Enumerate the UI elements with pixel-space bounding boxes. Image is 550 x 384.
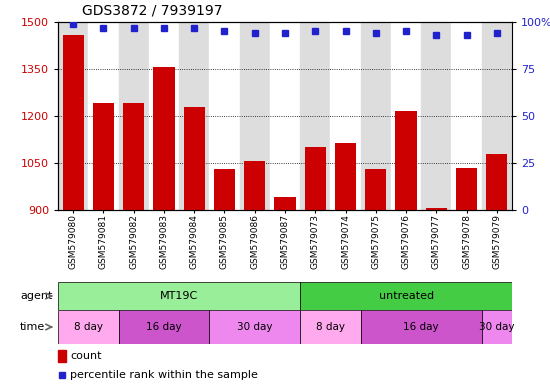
Bar: [58, 350, 66, 362]
Bar: [58, 282, 300, 310]
Bar: [270, 22, 300, 210]
Bar: [274, 197, 295, 210]
Bar: [335, 142, 356, 210]
Bar: [331, 22, 361, 210]
Bar: [93, 103, 114, 210]
Bar: [365, 169, 387, 210]
Bar: [482, 310, 512, 344]
Text: percentile rank within the sample: percentile rank within the sample: [70, 370, 258, 380]
Bar: [300, 310, 361, 344]
Bar: [456, 168, 477, 210]
Bar: [300, 22, 331, 210]
Bar: [391, 22, 421, 210]
Text: 16 day: 16 day: [146, 322, 182, 332]
Bar: [88, 22, 119, 210]
Bar: [361, 22, 391, 210]
Text: untreated: untreated: [378, 291, 433, 301]
Text: 8 day: 8 day: [316, 322, 345, 332]
Text: GDS3872 / 7939197: GDS3872 / 7939197: [82, 4, 223, 18]
Text: MT19C: MT19C: [160, 291, 198, 301]
Text: 30 day: 30 day: [479, 322, 515, 332]
Text: time: time: [20, 322, 45, 332]
Bar: [123, 103, 144, 210]
Bar: [179, 22, 210, 210]
Text: count: count: [70, 351, 102, 361]
Bar: [149, 22, 179, 210]
Bar: [210, 310, 300, 344]
Bar: [305, 147, 326, 210]
Bar: [210, 22, 240, 210]
Bar: [153, 68, 174, 210]
Bar: [58, 310, 119, 344]
Bar: [240, 22, 270, 210]
Bar: [119, 310, 210, 344]
Bar: [426, 209, 447, 210]
Text: agent: agent: [20, 291, 52, 301]
Bar: [395, 111, 417, 210]
Bar: [486, 154, 508, 210]
Bar: [184, 107, 205, 210]
Text: 30 day: 30 day: [237, 322, 272, 332]
Text: 8 day: 8 day: [74, 322, 103, 332]
Text: 16 day: 16 day: [403, 322, 439, 332]
Bar: [58, 22, 88, 210]
Bar: [119, 22, 149, 210]
Bar: [482, 22, 512, 210]
Bar: [300, 282, 512, 310]
Bar: [421, 22, 452, 210]
Bar: [214, 169, 235, 210]
Bar: [63, 35, 84, 210]
Bar: [452, 22, 482, 210]
Bar: [361, 310, 482, 344]
Bar: [244, 161, 265, 210]
